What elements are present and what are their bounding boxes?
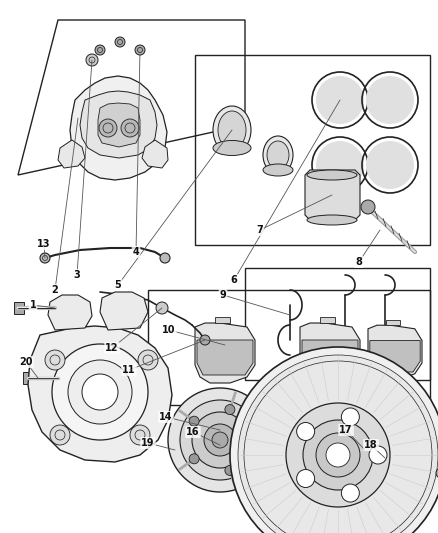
Circle shape — [95, 45, 105, 55]
Polygon shape — [98, 103, 140, 147]
Circle shape — [436, 468, 438, 478]
Ellipse shape — [218, 111, 246, 149]
Ellipse shape — [263, 136, 293, 174]
Circle shape — [50, 425, 70, 445]
Circle shape — [369, 446, 387, 464]
Circle shape — [68, 360, 132, 424]
Polygon shape — [302, 340, 358, 375]
Text: 4: 4 — [133, 247, 139, 257]
Circle shape — [189, 454, 199, 464]
Polygon shape — [195, 323, 255, 383]
Circle shape — [316, 433, 360, 477]
Text: 14: 14 — [159, 412, 173, 422]
Circle shape — [341, 408, 359, 426]
Circle shape — [361, 200, 375, 214]
Circle shape — [99, 119, 117, 137]
Text: 1: 1 — [30, 300, 36, 310]
Circle shape — [52, 344, 148, 440]
Text: 3: 3 — [74, 270, 81, 280]
Circle shape — [180, 400, 260, 480]
Circle shape — [156, 302, 168, 314]
Circle shape — [326, 443, 350, 467]
Circle shape — [341, 484, 359, 502]
Text: 9: 9 — [219, 290, 226, 300]
Circle shape — [204, 424, 236, 456]
Text: 8: 8 — [356, 257, 362, 267]
Circle shape — [238, 355, 438, 533]
Text: 11: 11 — [122, 365, 136, 375]
Circle shape — [286, 403, 390, 507]
Circle shape — [40, 253, 50, 263]
Polygon shape — [370, 341, 420, 372]
Text: 6: 6 — [231, 275, 237, 285]
Text: 20: 20 — [19, 357, 33, 367]
Polygon shape — [386, 320, 399, 325]
Circle shape — [200, 335, 210, 345]
Circle shape — [225, 405, 235, 415]
Circle shape — [45, 350, 65, 370]
Text: 2: 2 — [52, 285, 58, 295]
Circle shape — [225, 465, 235, 475]
Circle shape — [316, 141, 364, 189]
Circle shape — [115, 37, 125, 47]
Text: 16: 16 — [186, 427, 200, 437]
Circle shape — [189, 416, 199, 426]
Polygon shape — [305, 170, 360, 220]
Circle shape — [138, 350, 158, 370]
Text: 5: 5 — [115, 280, 121, 290]
Ellipse shape — [263, 164, 293, 176]
Ellipse shape — [213, 106, 251, 154]
Polygon shape — [142, 140, 168, 168]
Circle shape — [366, 76, 414, 124]
Circle shape — [160, 253, 170, 263]
Ellipse shape — [213, 141, 251, 156]
Text: 17: 17 — [339, 425, 353, 435]
Text: 18: 18 — [364, 440, 378, 450]
Polygon shape — [100, 292, 148, 330]
Text: 19: 19 — [141, 438, 155, 448]
Bar — [23, 372, 33, 384]
Polygon shape — [300, 323, 360, 383]
Polygon shape — [320, 317, 335, 323]
Circle shape — [121, 119, 139, 137]
Polygon shape — [215, 317, 230, 323]
Circle shape — [230, 347, 438, 533]
Circle shape — [82, 374, 118, 410]
Polygon shape — [28, 326, 172, 462]
Ellipse shape — [307, 215, 357, 225]
Text: 10: 10 — [162, 325, 176, 335]
Circle shape — [244, 361, 432, 533]
Polygon shape — [48, 295, 92, 330]
Polygon shape — [368, 325, 422, 379]
Text: 13: 13 — [37, 239, 51, 249]
Polygon shape — [58, 140, 85, 168]
Ellipse shape — [267, 141, 289, 169]
Circle shape — [316, 76, 364, 124]
Polygon shape — [80, 91, 157, 158]
Polygon shape — [197, 340, 253, 375]
Ellipse shape — [307, 170, 357, 180]
Circle shape — [303, 420, 373, 490]
Circle shape — [212, 432, 228, 448]
Circle shape — [297, 470, 314, 488]
Polygon shape — [70, 76, 167, 180]
Circle shape — [130, 425, 150, 445]
Circle shape — [86, 54, 98, 66]
Bar — [14, 302, 24, 314]
Text: 7: 7 — [257, 225, 263, 235]
Circle shape — [247, 435, 257, 445]
Circle shape — [192, 412, 248, 468]
Circle shape — [366, 141, 414, 189]
Text: 12: 12 — [105, 343, 119, 353]
Circle shape — [135, 45, 145, 55]
Circle shape — [297, 423, 314, 440]
Circle shape — [168, 388, 272, 492]
